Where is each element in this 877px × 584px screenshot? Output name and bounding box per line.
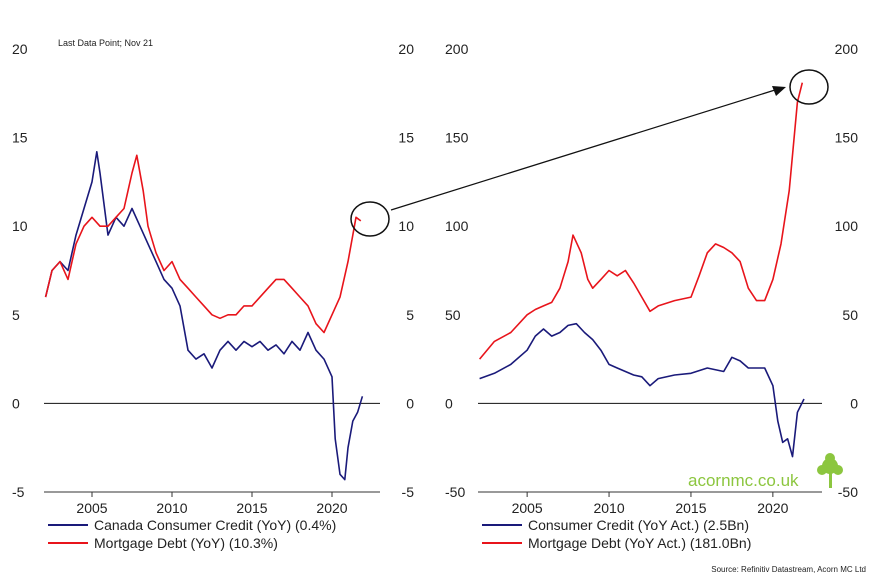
x-tick-label: 2005 xyxy=(76,500,107,516)
y-tick-label-left: 0 xyxy=(12,395,20,411)
y-tick-label-left: 0 xyxy=(445,395,453,411)
brand-text: acornmc.co.uk xyxy=(688,471,799,490)
y-tick-label-right: -5 xyxy=(402,484,415,500)
y-tick-label-left: 20 xyxy=(12,41,28,57)
right-plot: 200 200 150 150 100 100 50 50 0 0 -50 -50 2005 2010 20… xyxy=(445,41,858,516)
y-tick-label-right: 100 xyxy=(835,218,859,234)
last-data-point-note: Last Data Point; Nov 21 xyxy=(58,38,153,48)
series-line-navy xyxy=(479,322,805,458)
legend-right: Consumer Credit (YoY Act.) (2.5Bn) Mortga… xyxy=(482,517,751,551)
y-tick-label-left: 50 xyxy=(445,307,461,323)
x-tick-label: 2010 xyxy=(593,500,624,516)
y-tick-label-right: 150 xyxy=(835,130,859,146)
y-tick-label-right: 0 xyxy=(850,395,858,411)
y-tick-label-left: 5 xyxy=(12,307,20,323)
legend-label: Mortgage Debt (YoY Act.) (181.0Bn) xyxy=(528,535,751,551)
x-tick-label: 2020 xyxy=(316,500,347,516)
annotation-arrow-line xyxy=(390,89,776,211)
source-note: Source: Refinitiv Datastream, Acorn MC L… xyxy=(711,565,866,574)
y-tick-label-left: 15 xyxy=(12,130,28,146)
y-tick-label-right: -50 xyxy=(838,484,858,500)
series-line-red xyxy=(478,82,804,360)
tree-icon xyxy=(817,453,843,488)
x-tick-label: 2010 xyxy=(156,500,187,516)
legend-label: Canada Consumer Credit (YoY) (0.4%) xyxy=(94,517,336,533)
y-tick-label-left: -50 xyxy=(445,484,465,500)
y-tick-label-left: -5 xyxy=(12,484,25,500)
legend-label: Consumer Credit (YoY Act.) (2.5Bn) xyxy=(528,517,749,533)
y-tick-label-left: 100 xyxy=(445,218,469,234)
annotations xyxy=(350,69,829,237)
y-tick-label-left: 150 xyxy=(445,130,469,146)
y-tick-label-right: 50 xyxy=(842,307,858,323)
x-tick-label: 2005 xyxy=(512,500,543,516)
y-tick-label-right: 200 xyxy=(835,41,859,57)
y-tick-label-right: 20 xyxy=(398,41,414,57)
highlight-circle-left xyxy=(350,201,390,237)
y-tick-label-right: 5 xyxy=(406,307,414,323)
y-tick-label-right: 0 xyxy=(406,395,414,411)
highlight-circle-right xyxy=(789,69,829,105)
y-tick-label-left: 10 xyxy=(12,218,28,234)
x-tick-label: 2020 xyxy=(757,500,788,516)
y-tick-label-right: 10 xyxy=(398,218,414,234)
series-line-navy xyxy=(44,151,364,481)
brand-logo: acornmc.co.uk xyxy=(688,453,843,490)
x-tick-label: 2015 xyxy=(236,500,267,516)
legend-label: Mortgage Debt (YoY) (10.3%) xyxy=(94,535,278,551)
y-tick-label-right: 15 xyxy=(398,130,414,146)
annotation-arrow-head xyxy=(772,86,786,96)
legend-left: Canada Consumer Credit (YoY) (0.4%) Mortg… xyxy=(48,517,336,551)
y-tick-label-left: 200 xyxy=(445,41,469,57)
series-line-red xyxy=(44,154,362,334)
x-tick-label: 2015 xyxy=(675,500,706,516)
